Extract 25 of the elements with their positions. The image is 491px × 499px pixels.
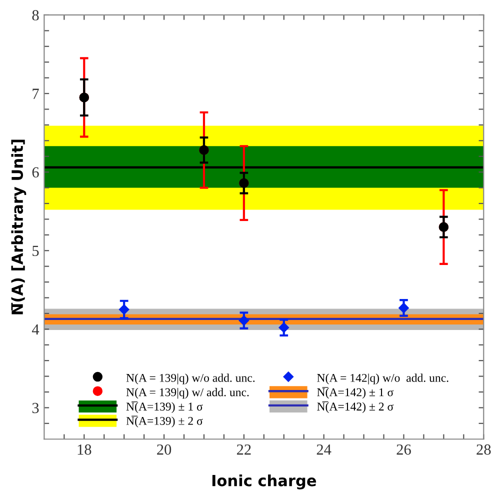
x-tick-label: 28 — [476, 444, 491, 455]
y-tick-label: 6 — [32, 167, 39, 178]
legend-label: N̅(A=139) ± 1 σ — [126, 401, 203, 413]
x-axis-title: Ionic charge — [212, 474, 316, 490]
point — [398, 302, 409, 314]
y-tick-label: 5 — [32, 246, 39, 256]
legend-label: N̅(A=139) ± 2 σ — [126, 416, 203, 428]
y-axis-title: N̅(A) [Arbitrary Unit] — [11, 140, 26, 314]
legend-label: N̅(A=142) ± 2 σ — [317, 401, 394, 413]
y-tick-label: 3 — [32, 402, 39, 414]
legend-label: N(A = 139|q) w/o add. unc. — [126, 374, 255, 384]
legend-label: N(A = 139|q) w/ add. unc. — [126, 388, 249, 399]
y-tick-label: 8 — [32, 10, 39, 20]
x-tick-label: 22 — [236, 444, 251, 455]
x-tick-label: 26 — [396, 444, 411, 455]
legend-label: N̅(A=142) ± 1 σ — [317, 387, 394, 399]
point — [278, 322, 289, 333]
x-tick-label: 18 — [78, 444, 92, 455]
y-tick-label: 7 — [32, 88, 39, 99]
legend-label: N(A = 142|q) w/o add. unc. — [317, 374, 448, 384]
point — [118, 304, 130, 315]
x-tick-label: 24 — [316, 444, 332, 455]
point — [238, 315, 250, 326]
y-tick-label: 4 — [32, 324, 40, 334]
x-tick-label: 20 — [157, 444, 172, 455]
